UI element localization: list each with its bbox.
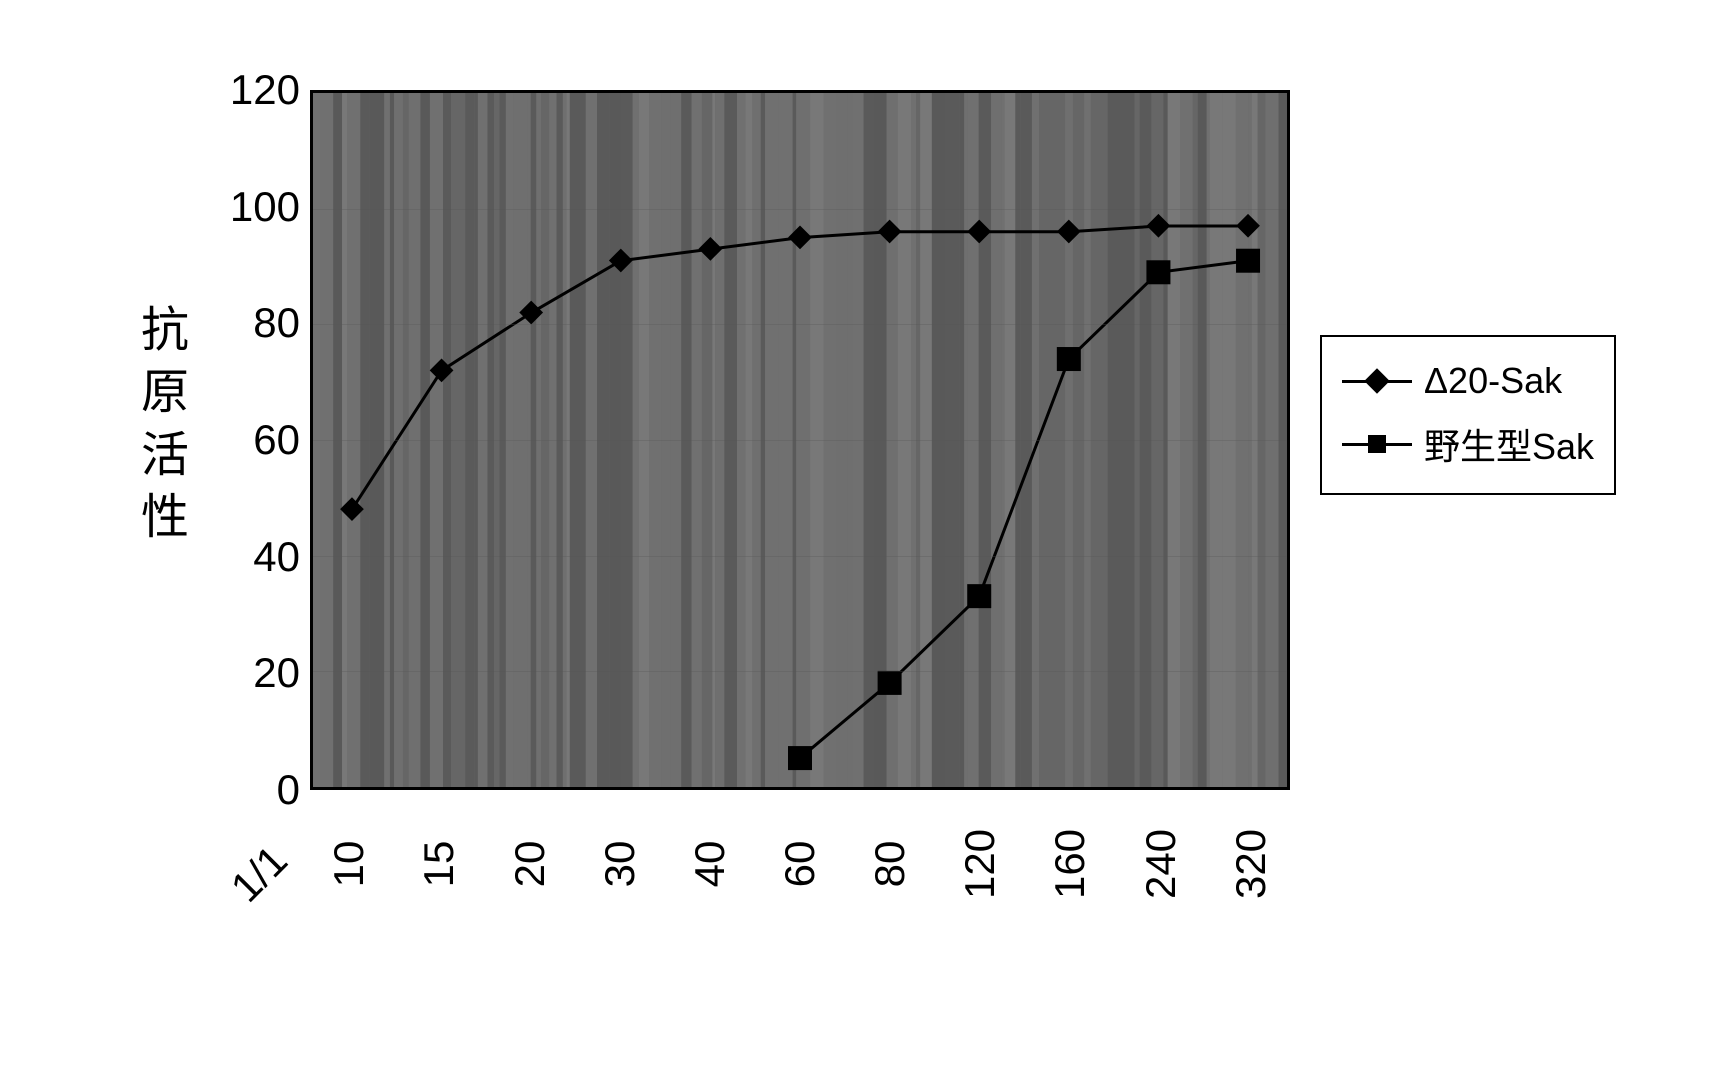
gridline-20 — [313, 671, 1287, 672]
diamond-icon — [1057, 220, 1081, 244]
diamond-icon — [699, 237, 723, 261]
diamond-icon — [788, 225, 812, 249]
square-icon — [1146, 260, 1170, 284]
diamond-icon — [430, 358, 454, 382]
series-line-1 — [800, 261, 1248, 758]
y-tick-120: 120 — [230, 66, 300, 114]
x-tick-60: 60 — [776, 841, 824, 888]
x-tick-80: 80 — [866, 841, 914, 888]
square-icon — [878, 671, 902, 695]
x-tick-20: 20 — [506, 841, 554, 888]
gridline-40 — [313, 556, 1287, 557]
legend-item-1: Δ20-Sak — [1342, 352, 1594, 410]
diamond-icon — [1364, 368, 1389, 393]
square-icon — [1057, 347, 1081, 371]
square-icon — [967, 584, 991, 608]
legend: Δ20-Sak 野生型Sak — [1320, 335, 1616, 495]
y-tick-40: 40 — [253, 533, 300, 581]
x-tick-320: 320 — [1227, 829, 1275, 899]
square-icon — [788, 746, 812, 770]
legend-line-1 — [1342, 380, 1412, 383]
chart-container: 抗 原 活 性 1/1 0204060801001201015203040608… — [20, 20, 1718, 1061]
y-tick-0: 0 — [277, 766, 300, 814]
y-axis-label: 抗 原 活 性 — [140, 300, 190, 550]
y-tick-60: 60 — [253, 416, 300, 464]
x-axis-prefix: 1/1 — [222, 836, 297, 911]
square-icon — [1236, 249, 1260, 273]
y-label-char-3: 活 — [140, 425, 190, 487]
plot-box: 1/1 020406080100120101520304060801201602… — [310, 90, 1290, 790]
diamond-icon — [609, 249, 633, 273]
x-tick-15: 15 — [415, 841, 463, 888]
gridline-100 — [313, 209, 1287, 210]
diamond-icon — [1147, 214, 1171, 238]
square-icon — [1368, 435, 1386, 453]
x-tick-120: 120 — [956, 829, 1004, 899]
y-tick-20: 20 — [253, 649, 300, 697]
diamond-icon — [967, 220, 991, 244]
x-tick-40: 40 — [686, 841, 734, 888]
diamond-icon — [878, 220, 902, 244]
y-label-char-4: 性 — [140, 487, 190, 549]
x-tick-30: 30 — [596, 841, 644, 888]
diamond-icon — [519, 301, 543, 325]
gridline-60 — [313, 440, 1287, 441]
legend-item-2: 野生型Sak — [1342, 410, 1594, 478]
legend-label-1: Δ20-Sak — [1424, 360, 1562, 402]
y-label-char-1: 抗 — [140, 300, 190, 362]
gridline-80 — [313, 324, 1287, 325]
y-tick-80: 80 — [253, 299, 300, 347]
y-label-char-2: 原 — [140, 362, 190, 424]
diamond-icon — [1236, 214, 1260, 238]
y-tick-100: 100 — [230, 183, 300, 231]
series-line-0 — [352, 226, 1248, 509]
legend-label-2: 野生型Sak — [1424, 418, 1594, 470]
diamond-icon — [340, 497, 364, 521]
x-tick-10: 10 — [325, 841, 373, 888]
plot-area — [310, 90, 1290, 790]
x-tick-240: 240 — [1137, 829, 1185, 899]
x-tick-160: 160 — [1046, 829, 1094, 899]
legend-line-2 — [1342, 443, 1412, 446]
